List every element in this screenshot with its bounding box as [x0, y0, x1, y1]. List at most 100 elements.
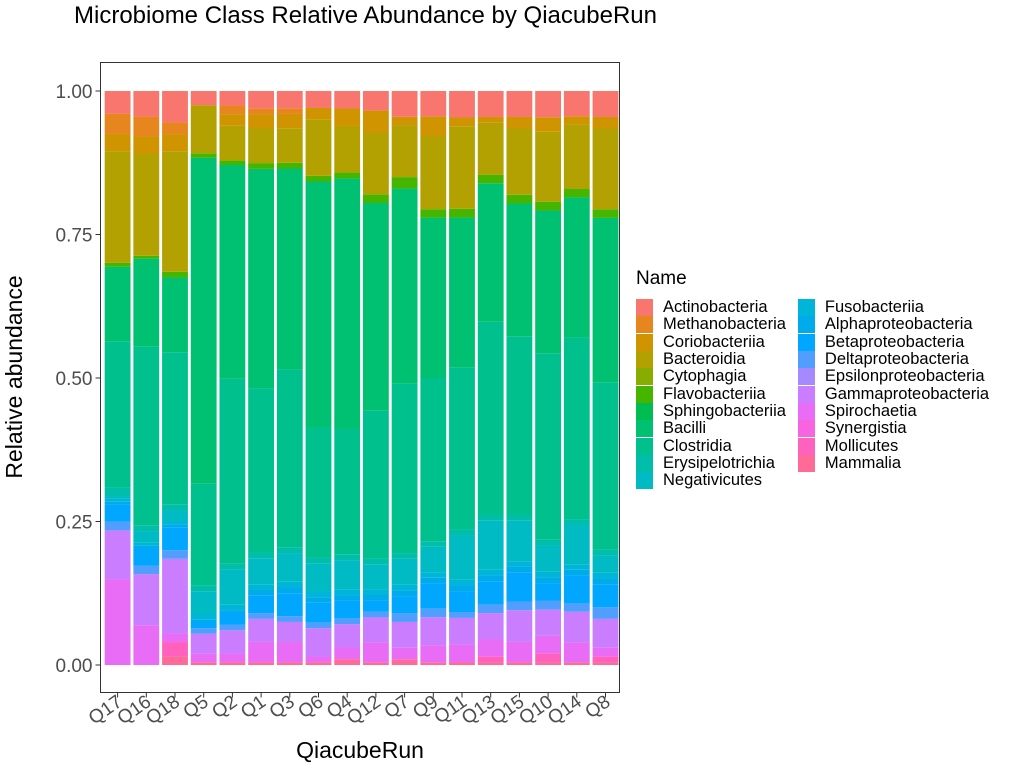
bar-segment-q17-actinobacteria: [104, 91, 131, 114]
legend-item-erysipelotrichia: Erysipelotrichia: [636, 453, 786, 472]
legend-item-mammalia: Mammalia: [797, 454, 989, 472]
bar-segment-q5-negativicutes: [190, 591, 217, 615]
bar-segment-q5-alphaproteobacteria: [190, 619, 217, 623]
bar-segment-q17-gammaproteobacteria: [104, 530, 131, 580]
legend-swatch: [797, 351, 815, 369]
bar-segment-q1-flavobacteriia: [248, 163, 275, 169]
bar-segment-q8-alphaproteobacteria: [592, 578, 619, 585]
bar-segment-q18-flavobacteriia: [162, 271, 188, 278]
legend-item-methanobacteria: Methanobacteria: [636, 315, 786, 334]
bar-segment-q13-bacteroidia: [477, 122, 504, 175]
bar-segment-q13-erysipelotrichia: [477, 515, 504, 521]
legend-label: Epsilonproteobacteria: [824, 367, 985, 386]
bar-segment-q14-deltaproteobacteria: [563, 603, 590, 612]
bar-segment-q2-methanobacteria: [219, 105, 246, 115]
legend-label: Bacilli: [663, 419, 707, 438]
bar-segment-q17-negativicutes: [104, 496, 131, 499]
bar-segment-q5-erysipelotrichia: [190, 585, 217, 592]
bar-segment-q1-gammaproteobacteria: [248, 618, 275, 642]
bar-segment-q11-erysipelotrichia: [449, 529, 475, 536]
legend-label: Bacteroidia: [663, 350, 746, 369]
bar-segment-q15-erysipelotrichia: [506, 515, 533, 521]
bar-segment-q17-bacteroidia: [104, 151, 131, 263]
bar-segment-q10-coriobacteriia: [535, 117, 562, 132]
y-tick-label: 0.25: [56, 513, 93, 534]
bar-segment-q9-bacteroidia: [420, 136, 447, 210]
bar-segment-q14-clostridia: [563, 337, 590, 520]
bar-segment-q5-bacilli: [190, 157, 217, 484]
bar-segment-q3-actinobacteria: [276, 91, 303, 109]
bar-segment-q8-betaproteobacteria: [592, 584, 619, 608]
bar-segment-q2-actinobacteria: [219, 91, 246, 106]
bar-segment-q1-actinobacteria: [248, 91, 275, 109]
bar-stack-q13: [477, 91, 504, 665]
bar-segment-q12-coriobacteriia: [362, 110, 389, 133]
bar-stack-q10: [535, 91, 562, 665]
bar-segment-q16-actinobacteria: [133, 91, 160, 117]
bar-segment-q11-coriobacteriia: [449, 117, 475, 127]
bar-segment-q1-methanobacteria: [248, 108, 275, 115]
bar-segment-q14-spirochaetia: [563, 642, 590, 663]
bar-segment-q3-fusobacteriia: [276, 581, 303, 588]
bar-segment-q18-erysipelotrichia: [162, 504, 188, 511]
bar-segment-q3-bacilli: [276, 168, 303, 370]
bar-segment-q7-clostridia: [391, 383, 418, 554]
bar-segment-q6-alphaproteobacteria: [305, 597, 332, 603]
bar-segment-q6-mammalia: [305, 662, 332, 665]
bar-segment-q18-betaproteobacteria: [162, 527, 188, 551]
bar-segment-q13-flavobacteriia: [477, 174, 504, 184]
bar-stack-q12: [362, 91, 389, 665]
bar-segment-q17-fusobacteriia: [104, 498, 131, 502]
legend-item-synergistia: Synergistia: [797, 420, 989, 438]
bar-segment-q10-mammalia: [535, 662, 562, 665]
y-tick-label: 1.00: [56, 82, 93, 103]
bar-segment-q7-flavobacteriia: [391, 177, 418, 189]
bar-segment-q9-deltaproteobacteria: [420, 608, 447, 618]
bar-segment-q7-coriobacteriia: [391, 116, 418, 126]
legend-swatch: [797, 333, 815, 351]
legend-item-bacteroidia: Bacteroidia: [636, 350, 786, 369]
x-tick-label-q1: Q1: [237, 691, 270, 723]
legend-swatch: [636, 385, 653, 403]
x-axis-title: QiacubeRun: [296, 737, 424, 763]
bar-segment-q7-actinobacteria: [391, 91, 418, 117]
bar-segment-q11-bacilli: [449, 217, 475, 368]
legend-swatch: [797, 316, 815, 334]
bar-segment-q4-fusobacteriia: [334, 589, 361, 596]
bar-segment-q9-alphaproteobacteria: [420, 577, 447, 584]
legend: Name Actinobacteria Methanobacteria Coriob…: [636, 268, 989, 490]
bar-segment-q12-negativicutes: [362, 564, 389, 590]
bar-segment-q15-gammaproteobacteria: [506, 610, 533, 642]
bar-segment-q1-bacteroidia: [248, 128, 275, 164]
bar-segment-q15-alphaproteobacteria: [506, 566, 533, 573]
bar-segment-q18-deltaproteobacteria: [162, 550, 188, 559]
bar-segment-q12-clostridia: [362, 410, 389, 559]
bar-segment-q8-clostridia: [592, 382, 619, 550]
legend-label: Erysipelotrichia: [663, 453, 775, 472]
bar-segment-q9-coriobacteriia: [420, 116, 447, 137]
x-tick-label-q18: Q18: [142, 691, 183, 729]
bar-segment-q2-bacteroidia: [219, 125, 246, 161]
legend-item-bacilli: Bacilli: [636, 419, 786, 438]
bar-segment-q15-actinobacteria: [506, 91, 533, 117]
bar-segment-q14-bacilli: [563, 197, 590, 338]
legend-swatch: [636, 316, 653, 334]
legend-label: Mollicutes: [824, 436, 899, 455]
bar-segment-q6-gammaproteobacteria: [305, 628, 332, 657]
bar-segment-q16-alphaproteobacteria: [133, 545, 160, 549]
bar-segment-q12-bacteroidia: [362, 133, 389, 195]
bar-segment-q13-gammaproteobacteria: [477, 613, 504, 640]
bar-segment-q8-fusobacteriia: [592, 572, 619, 579]
bar-segment-q7-deltaproteobacteria: [391, 613, 418, 622]
bar-segment-q17-flavobacteriia: [104, 262, 131, 267]
bar-segment-q16-erysipelotrichia: [133, 525, 160, 532]
legend-item-cytophagia: Cytophagia: [636, 368, 786, 386]
bar-segment-q2-coriobacteriia: [219, 114, 246, 126]
bar-segment-q18-mollicutes: [162, 642, 188, 657]
legend-label: Methanobacteria: [663, 315, 786, 334]
bar-segment-q5-betaproteobacteria: [190, 622, 217, 629]
bar-segment-q1-alphaproteobacteria: [248, 590, 275, 596]
bar-segment-q11-negativicutes: [449, 535, 475, 580]
bar-segment-q6-coriobacteriia: [305, 107, 332, 120]
bar-stack-q16: [133, 91, 160, 665]
